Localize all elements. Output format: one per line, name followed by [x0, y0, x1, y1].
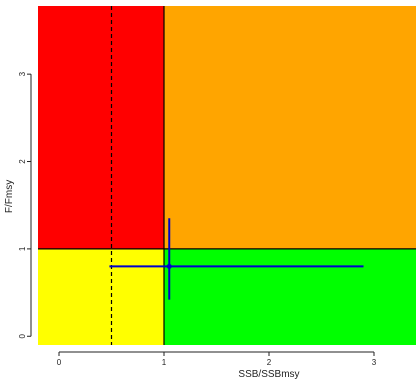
estimate-layer — [109, 218, 364, 300]
x-tick-label: 1 — [162, 358, 167, 367]
y-axis-label: F/Fmsy — [4, 180, 15, 213]
y-tick-label: 2 — [18, 159, 27, 164]
zone-overfishing — [164, 6, 416, 249]
x-axis-label: SSB/SSBmsy — [238, 369, 299, 380]
zone-overfished-overfishing — [38, 6, 164, 249]
zone-healthy — [164, 248, 416, 345]
x-tick-label: 2 — [267, 358, 272, 367]
y-tick-label: 1 — [18, 246, 27, 251]
reference-lines-layer — [38, 6, 416, 345]
y-tick-label: 0 — [18, 333, 27, 338]
estimate-point — [166, 263, 172, 269]
y-tick-label: 3 — [18, 71, 27, 76]
axes: 0 1 2 3 0 1 2 3 — [18, 71, 377, 367]
zones-layer — [38, 6, 416, 345]
zone-overfished — [38, 248, 164, 345]
x-tick-label: 3 — [372, 358, 377, 367]
x-tick-label: 0 — [57, 358, 62, 367]
